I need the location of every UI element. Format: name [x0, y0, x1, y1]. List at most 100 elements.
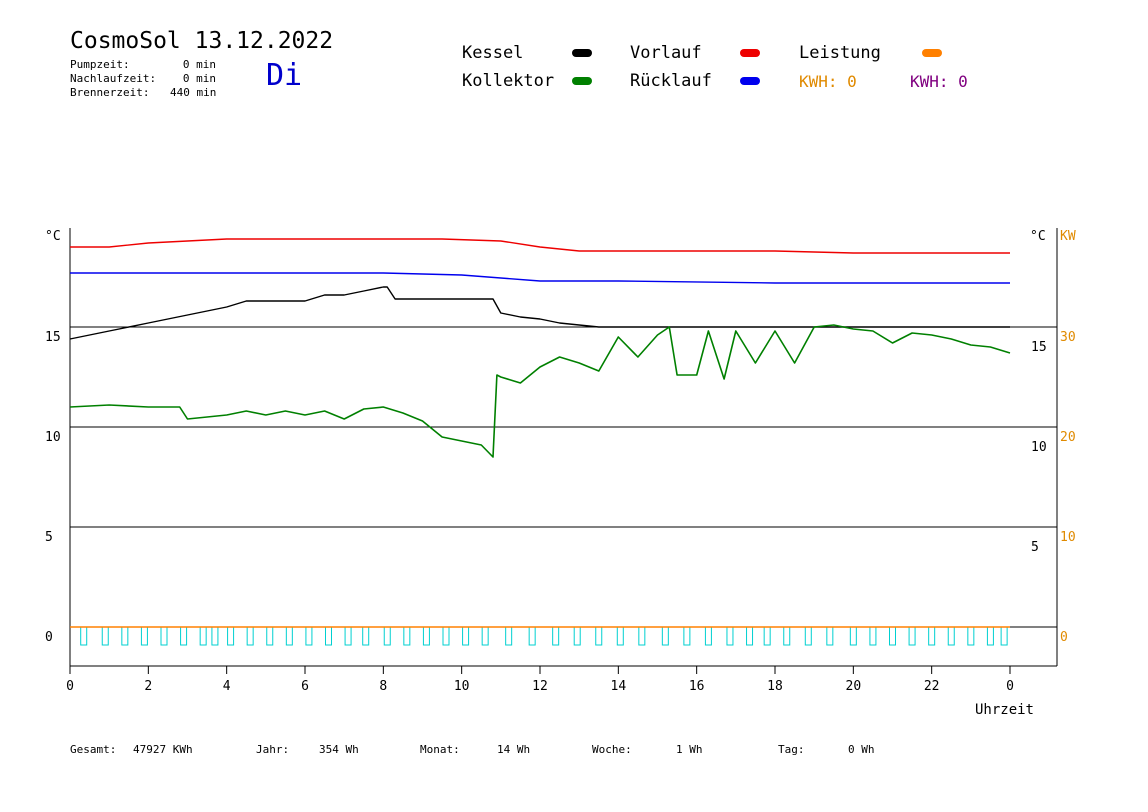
x-tick-label: 6 — [301, 679, 309, 694]
pump-pulse — [285, 626, 293, 646]
y-tick-label-left: 5 — [45, 530, 53, 545]
footer-woche-label: Woche: — [592, 743, 632, 756]
pump-pulse — [595, 626, 603, 646]
pump-pulse — [826, 626, 834, 646]
y-unit-right: °C — [1030, 229, 1046, 244]
x-tick-label: 14 — [611, 679, 627, 694]
pump-pulse — [869, 626, 877, 646]
series-kollektor — [69, 324, 1011, 458]
legend-vorlauf-swatch — [740, 49, 760, 57]
pump-pulse — [101, 626, 109, 646]
x-axis-label: Uhrzeit — [975, 702, 1034, 718]
legend-vorlauf: Vorlauf — [630, 43, 702, 63]
x-tick-label: 8 — [379, 679, 387, 694]
pump-pulse — [804, 626, 812, 646]
pump-pulse — [344, 626, 352, 646]
y-tick-label-kw: 30 — [1060, 330, 1076, 345]
pump-pulse — [481, 626, 489, 646]
y-tick-label-right: 15 — [1031, 340, 1047, 355]
x-tick-label: 2 — [144, 679, 152, 694]
y-unit-left: °C — [45, 229, 61, 244]
pump-pulse — [266, 626, 274, 646]
footer-tag-label: Tag: — [778, 743, 805, 756]
pump-pulse — [552, 626, 560, 646]
legend-ruecklauf-swatch — [740, 77, 760, 85]
pump-pulse — [199, 626, 207, 646]
series-kessel — [69, 286, 1010, 340]
kwh-leistung: KWH: 0 — [799, 72, 857, 91]
pump-pulse — [160, 626, 168, 646]
x-tick-label: 0 — [66, 679, 74, 694]
pump-pulse — [763, 626, 771, 646]
pump-pulse — [1000, 626, 1008, 646]
y-tick-label-left: 10 — [45, 430, 61, 445]
pump-pulse — [616, 626, 624, 646]
x-tick-label: 20 — [846, 679, 862, 694]
pump-pulse — [683, 626, 691, 646]
pump-pulse — [528, 626, 536, 646]
weekday-label: Di — [266, 58, 303, 93]
pump-pulse — [442, 626, 450, 646]
pump-pulse — [908, 626, 916, 646]
kwh-total: KWH: 0 — [910, 72, 968, 91]
pump-pulse — [383, 626, 391, 646]
y-tick-label-left: 0 — [45, 630, 53, 645]
stat-value: 0 min — [182, 58, 216, 71]
pump-pulse — [704, 626, 712, 646]
x-tick-label: 0 — [1006, 679, 1014, 694]
footer-gesamt-value: 47927 KWh — [133, 743, 193, 756]
y-tick-label-right: 5 — [1031, 540, 1039, 555]
page-title: CosmoSol 13.12.2022 — [70, 28, 334, 54]
pump-pulse — [746, 626, 754, 646]
series-rcklauf — [70, 272, 1010, 284]
pump-pulse — [422, 626, 430, 646]
x-tick-label: 18 — [767, 679, 783, 694]
pump-pulse — [573, 626, 581, 646]
stat-brennerzeit: Brennerzeit: 440 min — [70, 86, 216, 99]
pump-pulse — [947, 626, 955, 646]
pump-pulse — [928, 626, 936, 646]
pump-pulse — [325, 626, 332, 646]
pump-pulse — [638, 626, 646, 646]
pump-pulse — [80, 626, 88, 646]
stat-label: Nachlaufzeit: — [70, 72, 157, 85]
stat-nachlaufzeit: Nachlaufzeit: 0 min — [70, 72, 216, 85]
pump-pulse — [967, 626, 975, 646]
stat-pumpzeit: Pumpzeit: 0 min — [70, 58, 216, 71]
stat-label: Brennerzeit: — [70, 86, 150, 99]
pump-pulse — [403, 626, 411, 646]
legend-kollektor: Kollektor — [462, 71, 555, 91]
pump-pulse — [362, 626, 370, 646]
y-tick-label-left: 15 — [45, 330, 61, 345]
stat-value: 0 min — [182, 72, 216, 85]
y-unit-kw: KW — [1060, 229, 1076, 244]
pump-pulse — [227, 626, 235, 646]
stat-label: Pumpzeit: — [70, 58, 130, 71]
y-tick-label-kw: 0 — [1060, 630, 1068, 645]
footer-jahr-value: 354 Wh — [319, 743, 359, 756]
pump-pulse — [783, 626, 791, 646]
footer-monat-label: Monat: — [420, 743, 460, 756]
pump-pulse — [889, 626, 896, 646]
legend-ruecklauf: Rücklauf — [630, 71, 712, 91]
legend-leistung-swatch — [922, 49, 942, 57]
pump-pulse — [986, 626, 994, 646]
x-tick-label: 22 — [924, 679, 940, 694]
x-tick-label: 12 — [532, 679, 548, 694]
pump-pulse — [140, 626, 148, 646]
y-tick-label-kw: 20 — [1060, 430, 1076, 445]
pump-pulse — [305, 626, 313, 646]
footer-woche-value: 1 Wh — [676, 743, 703, 756]
footer-gesamt-label: Gesamt: — [70, 743, 117, 756]
pump-pulse — [849, 626, 857, 646]
pump-pulse — [462, 626, 470, 646]
stat-value: 440 min — [170, 86, 217, 99]
legend-kessel: Kessel — [462, 43, 524, 63]
y-tick-label-right: 10 — [1031, 440, 1047, 455]
x-tick-label: 16 — [689, 679, 705, 694]
pump-pulse — [211, 626, 219, 646]
pump-pulse — [246, 626, 254, 646]
series-vorlauf — [70, 238, 1010, 254]
